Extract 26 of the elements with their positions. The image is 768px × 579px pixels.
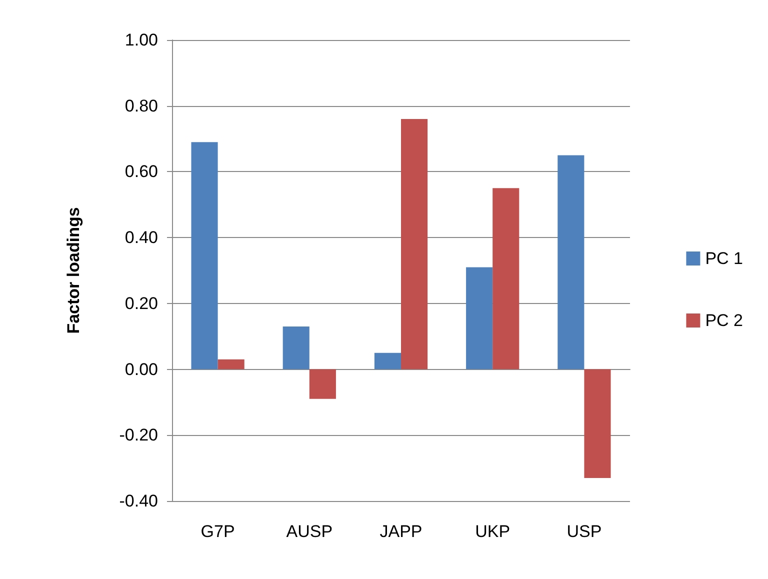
- y-tick-label: 1.00: [124, 30, 158, 50]
- bar: [401, 119, 428, 370]
- y-tick-label: 0.80: [124, 96, 158, 116]
- y-tick-label: 0.20: [124, 294, 158, 313]
- x-tick-label: AUSP: [286, 522, 333, 541]
- x-tick-label: JAPP: [380, 522, 422, 541]
- x-tick-label: UKP: [475, 522, 510, 541]
- bar: [374, 352, 401, 370]
- bar: [218, 359, 244, 370]
- bar: [282, 326, 310, 370]
- bar: [584, 369, 611, 478]
- y-tick-label: 0.00: [124, 360, 158, 379]
- x-tick-label: G7P: [200, 522, 235, 541]
- legend-label: PC 1: [705, 249, 744, 268]
- y-tick-label: -0.40: [119, 492, 158, 510]
- legend-label: PC 2: [705, 311, 744, 330]
- bar: [558, 155, 584, 370]
- y-tick-label: 0.60: [124, 162, 158, 182]
- y-tick-label: 0.40: [124, 228, 158, 248]
- y-tick-label: -0.20: [119, 426, 158, 445]
- bar: [492, 188, 520, 370]
- bar: [309, 369, 336, 399]
- bar: [466, 267, 493, 370]
- y-axis-title: Factor loadings: [64, 207, 83, 334]
- x-tick-label: USP: [566, 522, 602, 541]
- bar: [191, 142, 218, 370]
